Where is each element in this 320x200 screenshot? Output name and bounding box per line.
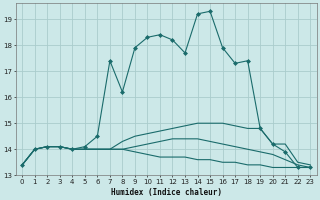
X-axis label: Humidex (Indice chaleur): Humidex (Indice chaleur): [111, 188, 222, 197]
